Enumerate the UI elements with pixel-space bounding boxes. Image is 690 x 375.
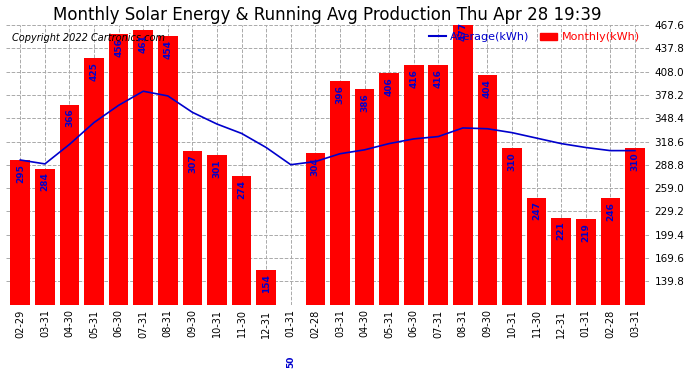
Text: 247: 247: [532, 201, 541, 220]
Bar: [453, 18, 473, 375]
Bar: [281, 351, 301, 375]
Bar: [428, 66, 448, 375]
Bar: [133, 30, 153, 375]
Bar: [551, 218, 571, 375]
Text: 425: 425: [90, 62, 99, 81]
Text: 396: 396: [335, 85, 344, 104]
Bar: [256, 270, 276, 375]
Text: 50: 50: [286, 356, 295, 368]
Legend: Average(kWh), Monthly(kWh): Average(kWh), Monthly(kWh): [424, 28, 644, 47]
Text: 477: 477: [458, 22, 467, 41]
Bar: [84, 58, 104, 375]
Text: 154: 154: [262, 274, 270, 293]
Text: 307: 307: [188, 154, 197, 173]
Text: 456: 456: [114, 38, 123, 57]
Bar: [526, 198, 546, 375]
Text: 221: 221: [557, 222, 566, 240]
Bar: [183, 151, 202, 375]
Bar: [207, 155, 227, 375]
Bar: [576, 219, 595, 375]
Bar: [306, 153, 325, 375]
Text: 406: 406: [384, 77, 393, 96]
Bar: [109, 34, 128, 375]
Text: 310: 310: [631, 152, 640, 171]
Text: 366: 366: [65, 108, 74, 127]
Bar: [477, 75, 497, 375]
Text: 310: 310: [508, 152, 517, 171]
Bar: [600, 198, 620, 375]
Bar: [232, 176, 251, 375]
Bar: [355, 89, 375, 375]
Bar: [158, 36, 177, 375]
Text: 404: 404: [483, 79, 492, 98]
Text: 416: 416: [409, 69, 418, 88]
Bar: [380, 73, 399, 375]
Bar: [625, 148, 644, 375]
Bar: [10, 160, 30, 375]
Bar: [59, 105, 79, 375]
Text: 274: 274: [237, 180, 246, 200]
Text: 304: 304: [310, 157, 320, 176]
Text: 284: 284: [41, 172, 50, 191]
Text: 219: 219: [581, 223, 590, 242]
Text: 386: 386: [360, 93, 369, 111]
Text: 301: 301: [213, 159, 221, 178]
Text: 416: 416: [434, 69, 443, 88]
Title: Monthly Solar Energy & Running Avg Production Thu Apr 28 19:39: Monthly Solar Energy & Running Avg Produ…: [53, 6, 602, 24]
Bar: [502, 148, 522, 375]
Bar: [404, 66, 424, 375]
Text: 461: 461: [139, 34, 148, 53]
Text: Copyright 2022 Cartronics.com: Copyright 2022 Cartronics.com: [12, 33, 165, 44]
Bar: [35, 169, 55, 375]
Text: 454: 454: [164, 40, 172, 58]
Bar: [330, 81, 350, 375]
Text: 246: 246: [606, 202, 615, 221]
Text: 295: 295: [16, 164, 25, 183]
